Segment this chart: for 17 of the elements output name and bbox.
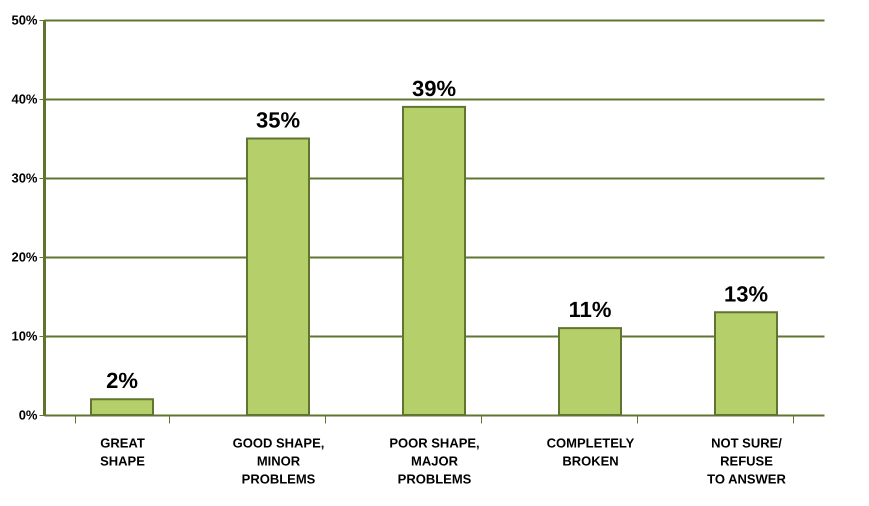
bar — [90, 398, 154, 416]
y-tick-label: 10% — [11, 328, 38, 344]
data-label: 35% — [256, 108, 300, 132]
data-label: 13% — [724, 281, 768, 306]
data-label: 11% — [568, 297, 612, 322]
x-tick-label: GOOD SHAPE, MINOR PROBLEMS — [232, 436, 324, 486]
data-label: 2% — [106, 368, 138, 394]
x-tick-label: NOT SURE/ REFUSE TO ANSWER — [707, 436, 786, 486]
x-tick-label: GREAT SHAPE — [100, 436, 146, 468]
y-tick-label: 20% — [11, 250, 38, 264]
data-label: 39% — [412, 76, 456, 101]
y-tick-label: 50% — [11, 12, 38, 28]
y-tick-label: 30% — [11, 170, 38, 186]
y-tick-label: 40% — [11, 92, 38, 106]
x-tick-label: COMPLETELY BROKEN — [546, 436, 635, 468]
x-tick-label: POOR SHAPE, MAJOR PROBLEMS — [389, 436, 480, 486]
y-tick-label: 0% — [18, 408, 38, 422]
